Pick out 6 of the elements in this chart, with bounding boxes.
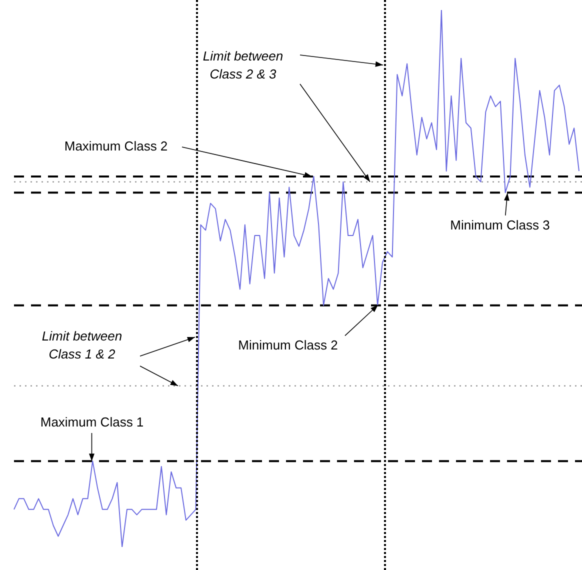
annotation: Minimum Class 3 — [450, 218, 550, 233]
annotation: Maximum Class 1 — [40, 414, 144, 430]
annotation: Limit between Class 1 & 2 — [42, 328, 122, 362]
annotation: Maximum Class 2 — [64, 138, 168, 154]
annotation: Limit between Class 2 & 3 — [202, 48, 284, 82]
annotation: Minimum Class 2 — [238, 338, 338, 353]
